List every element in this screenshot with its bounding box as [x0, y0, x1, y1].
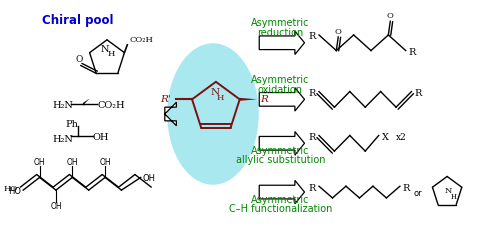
Text: Asymmetric: Asymmetric: [251, 145, 310, 155]
Text: R: R: [260, 94, 268, 104]
Text: H₂N: H₂N: [52, 100, 73, 109]
Text: CO₂H: CO₂H: [98, 100, 125, 109]
Text: allylic substitution: allylic substitution: [236, 154, 325, 164]
Text: Asymmetric: Asymmetric: [251, 74, 310, 85]
Text: R: R: [308, 183, 316, 192]
Text: oxidation: oxidation: [258, 84, 303, 94]
Text: x2: x2: [396, 132, 407, 141]
Text: CO₂H: CO₂H: [129, 36, 153, 44]
Text: or: or: [414, 188, 422, 197]
Text: R: R: [308, 132, 316, 141]
Text: OH: OH: [92, 132, 109, 141]
Text: reduction: reduction: [258, 28, 304, 38]
Text: N: N: [101, 45, 110, 54]
Text: X: X: [382, 132, 388, 141]
Text: N: N: [444, 186, 452, 194]
Text: R: R: [403, 183, 410, 192]
Text: H₂N: H₂N: [52, 134, 73, 143]
Polygon shape: [259, 88, 304, 112]
Polygon shape: [240, 98, 257, 101]
Text: OH: OH: [34, 158, 46, 166]
Text: OH: OH: [50, 201, 62, 210]
Text: O: O: [387, 12, 394, 20]
Ellipse shape: [167, 44, 259, 185]
Text: R': R': [160, 94, 171, 104]
Text: R: R: [308, 89, 316, 98]
Text: Ph: Ph: [66, 120, 78, 129]
Polygon shape: [259, 32, 304, 55]
Text: HO: HO: [3, 184, 18, 192]
Text: N: N: [210, 88, 220, 97]
Text: O: O: [75, 55, 82, 64]
Polygon shape: [259, 132, 304, 155]
Text: R: R: [308, 32, 316, 41]
Text: R: R: [408, 48, 416, 57]
Text: C–H functionalization: C–H functionalization: [228, 203, 332, 213]
Text: OH: OH: [100, 158, 111, 166]
Text: R: R: [414, 89, 422, 98]
Polygon shape: [259, 181, 304, 204]
Text: H: H: [451, 192, 457, 200]
Text: HO: HO: [8, 186, 22, 195]
Text: O: O: [335, 28, 342, 36]
Text: OH: OH: [66, 158, 78, 166]
Text: Asymmetric: Asymmetric: [251, 194, 310, 204]
Text: Chiral pool: Chiral pool: [42, 14, 114, 27]
Text: H: H: [107, 50, 114, 58]
Text: Asymmetric: Asymmetric: [251, 18, 310, 28]
Text: H: H: [217, 94, 224, 102]
Polygon shape: [165, 103, 176, 126]
Text: OH: OH: [142, 173, 156, 182]
Polygon shape: [83, 99, 89, 106]
